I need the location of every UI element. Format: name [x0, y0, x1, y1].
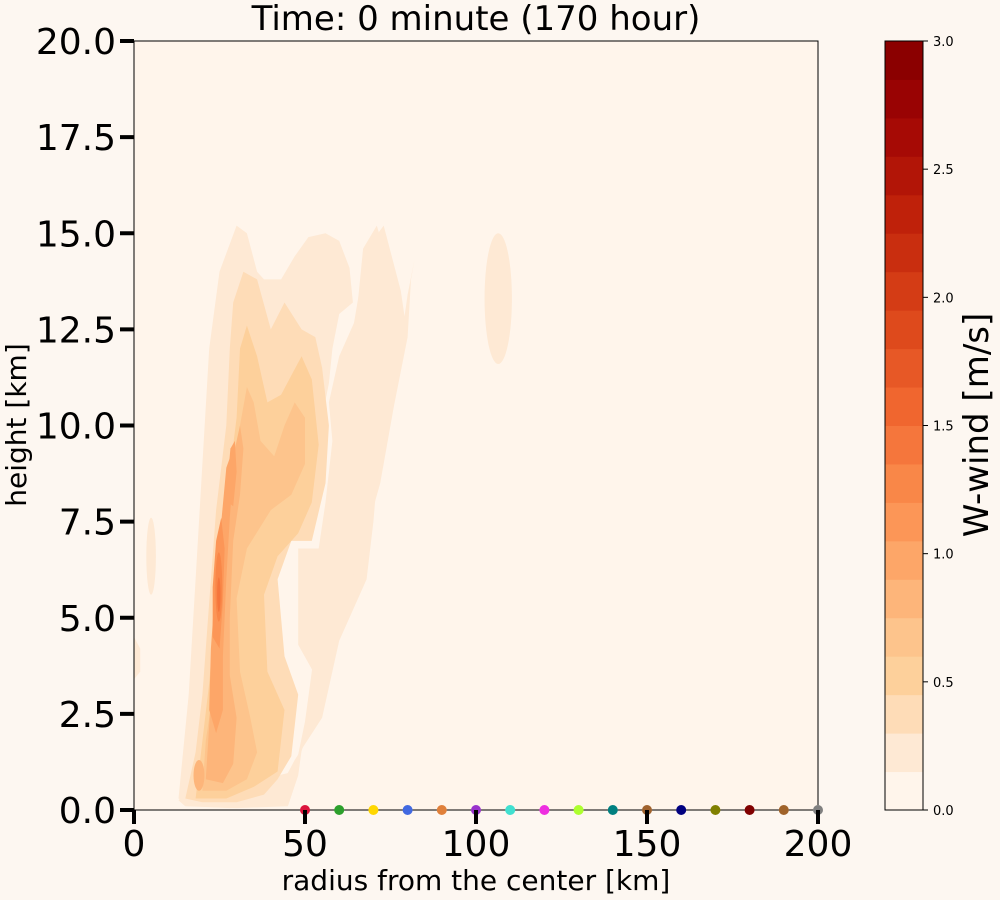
- x-axis-label: radius from the center [km]: [282, 864, 671, 897]
- marker-point: [607, 805, 618, 815]
- colorbar-band: [885, 694, 923, 734]
- colorbar-tick-label: 1.0: [933, 548, 954, 563]
- edge-cell-left: [134, 637, 141, 680]
- marker-point: [710, 805, 721, 815]
- x-tick-label: 50: [282, 824, 328, 865]
- y-axis-label: height [km]: [0, 343, 33, 507]
- y-tick-label: 17.5: [36, 118, 116, 159]
- colorbar-band: [885, 733, 923, 773]
- colorbar-tick-label: 2.0: [933, 291, 954, 306]
- marker-row: [300, 805, 823, 815]
- marker-point: [676, 805, 687, 815]
- y-tick-label: 15.0: [36, 214, 116, 255]
- contour-level-9: [217, 577, 221, 612]
- x-tick-label: 150: [613, 824, 682, 865]
- marker-point: [402, 805, 413, 815]
- y-tick-label: 20.0: [36, 22, 116, 63]
- marker-point: [436, 805, 447, 815]
- y-tick-label: 2.5: [59, 695, 116, 736]
- colorbar-band: [885, 656, 923, 696]
- colorbar-band: [885, 79, 923, 119]
- colorbar-band: [885, 617, 923, 657]
- colorbar-label: W-wind [m/s]: [957, 313, 997, 538]
- chart-title: Time: 0 minute (170 hour): [251, 0, 701, 39]
- y-tick-label: 5.0: [59, 599, 116, 640]
- marker-point: [539, 805, 550, 815]
- colorbar-band: [885, 117, 923, 157]
- colorbar-band: [885, 771, 923, 811]
- plot-area: [133, 40, 823, 815]
- contour-level-7-upper: [228, 440, 237, 507]
- colorbar-band: [885, 540, 923, 580]
- y-tick-label: 12.5: [36, 310, 116, 351]
- contour-level-5-base: [193, 760, 205, 791]
- y-axis: 0.0 2.5 5.0 7.5 10.0 12.5 15.0 17.5 20.0: [36, 22, 134, 832]
- colorbar-tick-label: 0.0: [933, 804, 954, 819]
- marker-point: [573, 805, 584, 815]
- marker-point: [744, 805, 755, 815]
- colorbar-tick-label: 0.5: [933, 676, 954, 691]
- colorbar-tick-label: 1.5: [933, 420, 954, 435]
- colorbar-tick-label: 3.0: [933, 35, 954, 50]
- colorbar-tick-label: 2.5: [933, 163, 954, 178]
- colorbar-band: [885, 156, 923, 196]
- y-tick-label: 10.0: [36, 407, 116, 448]
- colorbar-band: [885, 579, 923, 619]
- marker-point: [778, 805, 789, 815]
- colorbar-band: [885, 233, 923, 273]
- colorbar-band: [885, 463, 923, 503]
- contour-fill: [134, 225, 512, 809]
- y-tick-label: 0.0: [59, 791, 116, 832]
- colorbar-band: [885, 194, 923, 234]
- contour-level-1-east: [178, 225, 408, 809]
- colorbar-band: [885, 310, 923, 350]
- colorbar-band: [885, 387, 923, 426]
- marker-point: [334, 805, 345, 815]
- y-tick-label: 7.5: [59, 503, 116, 544]
- colorbar-band: [885, 502, 923, 542]
- x-tick-label: 0: [123, 824, 146, 865]
- colorbar-band: [885, 348, 923, 388]
- colorbar: 0.0 0.5 1.0 1.5 2.0 2.5 3.0: [884, 35, 954, 819]
- colorbar-band: [885, 41, 923, 80]
- x-axis: 0 50 100 150 200: [123, 810, 853, 865]
- colorbar-band: [885, 425, 923, 465]
- x-tick-label: 200: [784, 824, 853, 865]
- colorbar-band: [885, 271, 923, 311]
- marker-point: [505, 805, 516, 815]
- x-tick-label: 100: [442, 824, 511, 865]
- marker-point: [368, 805, 379, 815]
- small-low-cell-left: [146, 517, 156, 595]
- isolated-upper-cell: [484, 233, 512, 364]
